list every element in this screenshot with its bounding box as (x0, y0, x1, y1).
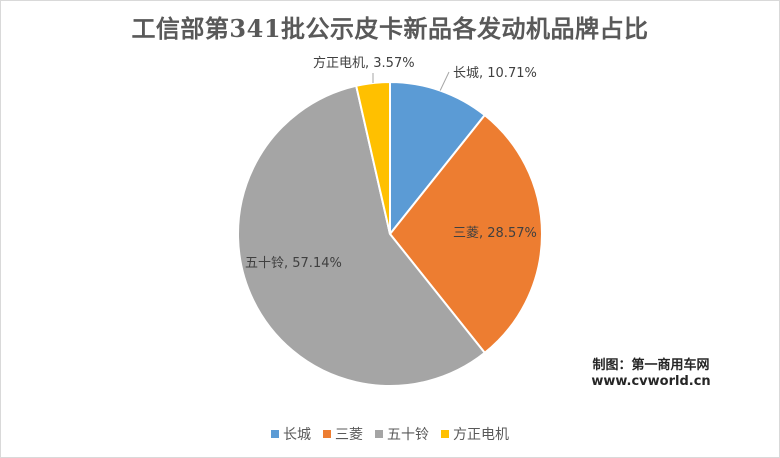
data-label-2: 五十铃, 57.14% (245, 256, 342, 271)
credit-line-1: 制图：第一商用车网 (592, 358, 710, 373)
legend-swatch-2 (375, 430, 383, 438)
credit-line-2: www.cvworld.cn (591, 374, 711, 389)
legend-swatch-1 (323, 430, 331, 438)
pie-slice-2 (237, 84, 487, 387)
data-label-3: 方正电机, 3.57% (313, 55, 415, 71)
pie-slice-1 (388, 113, 543, 355)
legend-label-3: 方正电机 (453, 427, 509, 443)
legend-item-0: 长城 (271, 424, 311, 444)
legend-swatch-0 (271, 430, 279, 438)
legend-label-2: 五十铃 (387, 427, 429, 443)
pie-slice-3 (354, 80, 391, 235)
legend: 长城 三菱 五十铃 方正电机 (1, 424, 779, 444)
data-label-1: 三菱, 28.57% (453, 226, 537, 241)
legend-label-1: 三菱 (335, 427, 363, 443)
chart-title: 工信部第341批公示皮卡新品各发动机品牌占比 (131, 14, 649, 43)
data-labels: 长城, 10.71% 三菱, 28.57% 五十铃, 57.14% 方正电机, 3.5… (245, 55, 537, 271)
leader-lines (372, 71, 450, 91)
legend-label-0: 长城 (283, 427, 311, 443)
legend-swatch-3 (441, 430, 449, 438)
leader-line-0 (439, 71, 450, 91)
legend-item-3: 方正电机 (441, 424, 509, 444)
legend-item-1: 三菱 (323, 424, 363, 444)
legend-item-2: 五十铃 (375, 424, 429, 444)
pie-slices (237, 80, 543, 387)
data-label-0: 长城, 10.71% (453, 66, 537, 81)
